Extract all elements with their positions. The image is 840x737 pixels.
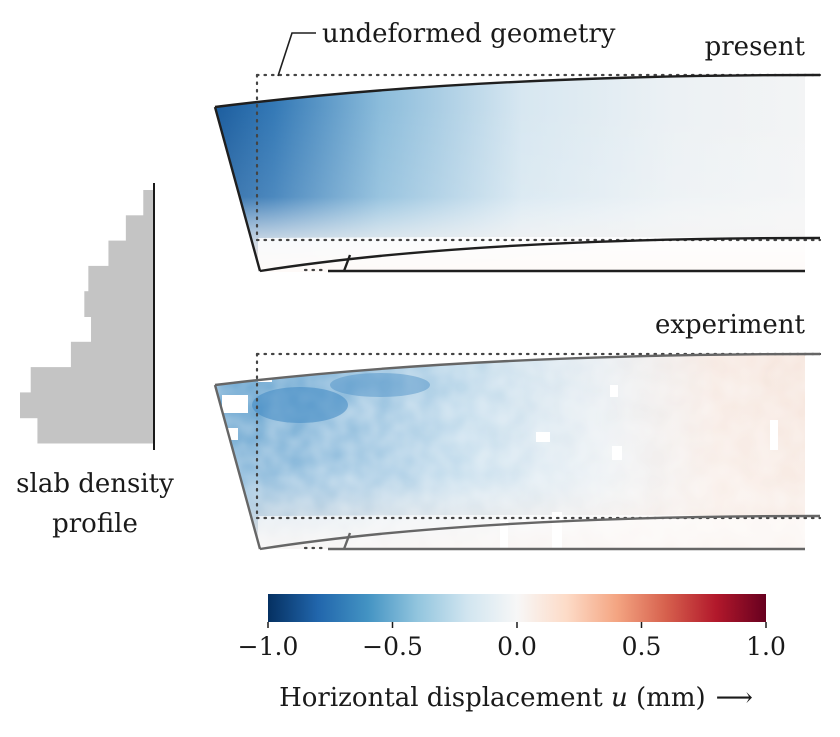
undeformed-geometry-label: undeformed geometry	[322, 19, 616, 49]
colorbar-title-prefix: Horizontal displacement	[279, 683, 611, 713]
present-panel: present	[213, 32, 822, 273]
density-profile-step	[20, 392, 154, 419]
experiment-label: experiment	[655, 310, 806, 340]
undeformed-geometry-leader	[277, 32, 316, 77]
density-profile-label-line2: profile	[52, 509, 138, 539]
present-undeformed-outline	[255, 73, 822, 272]
density-profile-step	[30, 367, 154, 393]
present-field	[215, 75, 805, 272]
density-profile-step	[70, 341, 154, 368]
colorbar-title-symbol: u	[611, 683, 628, 713]
colorbar-tick-label: −1.0	[238, 632, 299, 661]
present-deformed-outline	[213, 73, 821, 273]
experiment-deformed-outline	[213, 352, 821, 551]
colorbar-ticks: −1.0 −0.5 0.0 0.5 1.0	[238, 622, 786, 661]
colorbar-title-suffix: (mm)	[628, 683, 706, 713]
colorbar-tick-label: 0.5	[622, 632, 662, 661]
density-profile-label-line1: slab density	[16, 469, 174, 499]
arrow-icon: ⟶	[716, 683, 753, 713]
density-profile-step	[91, 316, 154, 343]
density-profile-bars	[20, 190, 154, 444]
density-profile-step	[108, 240, 154, 267]
colorbar-title: Horizontal displacement u (mm) ⟶	[279, 683, 753, 713]
density-profile-step	[125, 215, 154, 242]
colorbar: −1.0 −0.5 0.0 0.5 1.0 Horizontal displacemen…	[238, 594, 786, 713]
density-profile-step	[88, 265, 154, 292]
density-profile-step	[37, 417, 154, 444]
experiment-panel: experiment	[213, 310, 822, 551]
colorbar-tick-label: −0.5	[362, 632, 423, 661]
density-profile: slab density profile	[16, 183, 174, 539]
undeformed-geometry-annotation: undeformed geometry	[277, 19, 616, 77]
present-label: present	[705, 32, 806, 62]
colorbar-tick-label: 0.0	[497, 632, 537, 661]
colorbar-tick-label: 1.0	[746, 632, 786, 661]
colorbar-bar	[268, 594, 766, 622]
density-profile-step	[143, 190, 154, 216]
experiment-undeformed-outline	[255, 352, 822, 550]
density-profile-step	[84, 291, 154, 317]
